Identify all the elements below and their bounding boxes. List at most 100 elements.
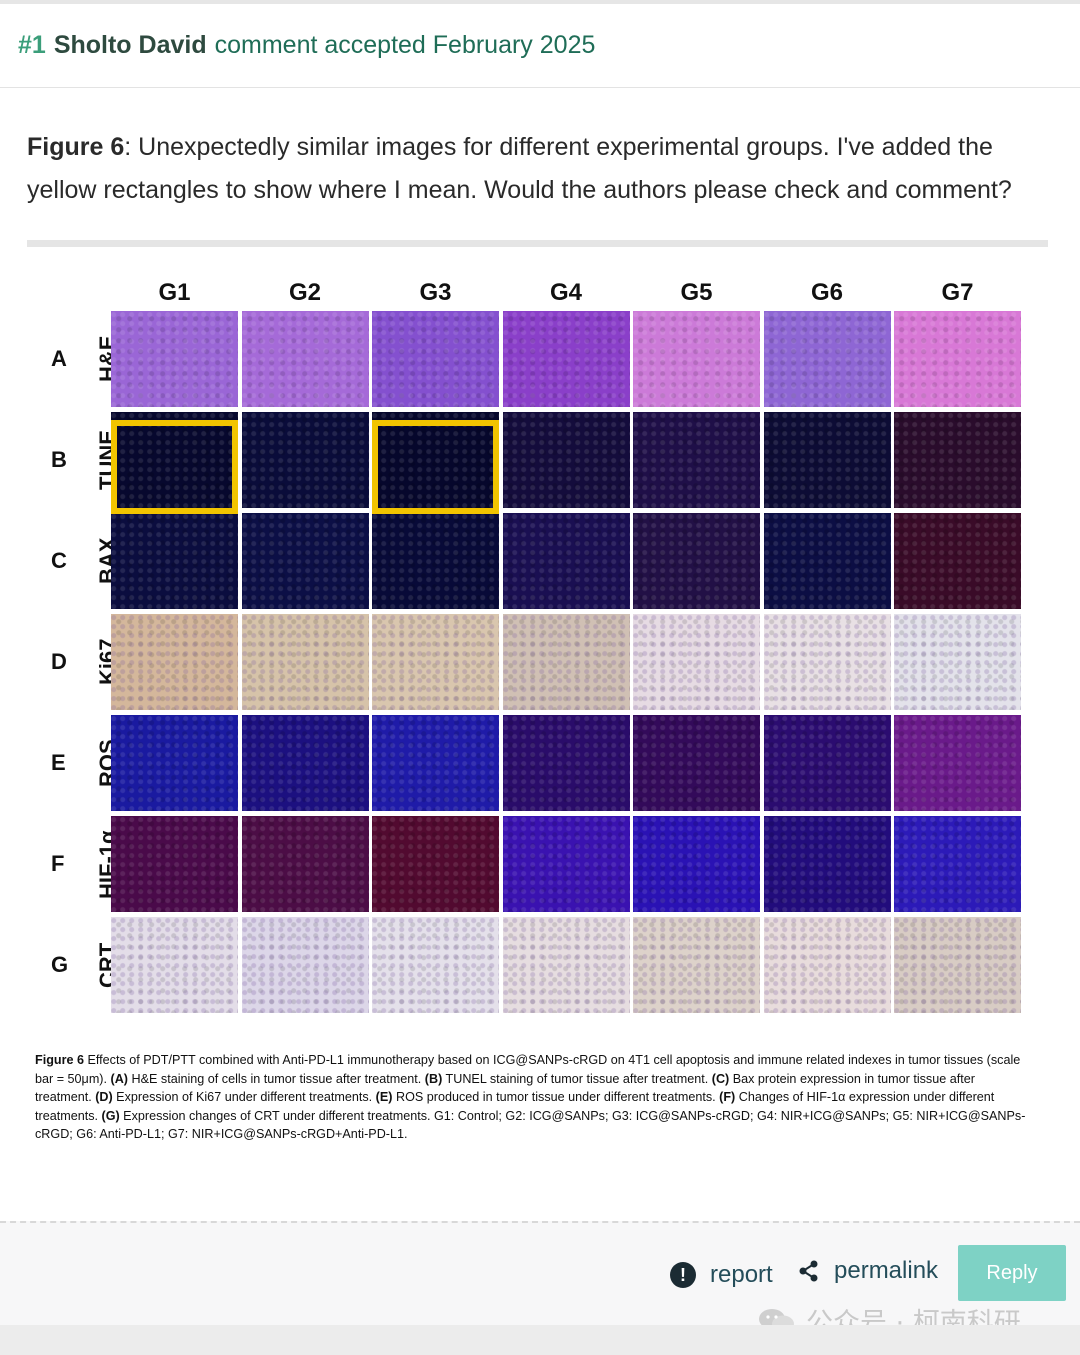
row-letter-g: G [51,952,69,977]
comment-body: Figure 6: Unexpectedly similar images fo… [0,88,1080,212]
caption-g-label: (G) [101,1108,120,1123]
micrograph-tile [502,513,630,609]
micrograph-tile [633,816,760,912]
comment-text: : Unexpectedly similar images for differ… [27,133,1012,204]
caption-c-label: (C) [711,1071,730,1086]
micrograph-tile [894,614,1021,710]
comment-author[interactable]: Sholto David [53,31,207,59]
micrograph-tile [111,614,238,710]
caption-g-text: Expression changes of CRT under differen… [35,1108,1026,1142]
micrograph-tile [111,412,238,508]
caption-b-label: (B) [424,1071,443,1086]
micrograph-tile [763,917,891,1013]
micrograph-tile [502,412,630,508]
caption-lead: Figure 6 [35,1053,84,1067]
permalink-label: permalink [834,1257,939,1284]
page-bottom-strip [0,1325,1080,1355]
micrograph-tile [894,311,1021,407]
micrograph-tile [894,917,1021,1013]
micrograph-tile [372,513,499,609]
micrograph-tile [763,715,891,811]
micrograph-tile [502,917,630,1013]
figure-caption: Figure 6 Effects of PDT/PTT combined wit… [35,1051,1035,1144]
micrograph-tile [502,816,630,912]
micrograph-tile [633,513,760,609]
yellow-highlight-box [372,420,499,514]
micrograph-tile [372,816,499,912]
report-label: report [710,1261,773,1288]
column-header-g3: G3 [419,279,452,306]
micrograph-tile [241,311,369,407]
caption-intro: Effects of PDT/PTT combined with Anti-PD… [35,1053,1021,1086]
caption-c-text: Bax protein expression in tumor tissue a… [35,1071,975,1105]
comment-status: comment accepted February 2025 [214,31,596,59]
column-header-g2: G2 [288,279,322,306]
micrograph-tile [111,816,238,912]
column-header-g5: G5 [680,279,713,306]
micrograph-tile [633,614,760,710]
micrograph-tile [894,513,1021,609]
figure-image: Figure 6 Effects of PDT/PTT combined wit… [27,259,1048,1159]
micrograph-tile [633,715,760,811]
micrograph-tile [502,614,630,710]
quote-divider [27,240,1048,247]
caption-e-text: ROS produced in tumor tissue under diffe… [392,1090,720,1104]
micrograph-tile [111,513,238,609]
caption-d-text: Expression of Ki67 under different treat… [112,1090,376,1104]
micrograph-tile [372,412,499,508]
row-letter-b: B [51,447,67,472]
micrograph-tile [372,917,499,1013]
caption-a-text: H&E staining of cells in tumor tissue af… [128,1071,425,1086]
micrograph-tile [372,614,499,710]
caption-d-label: (D) [95,1090,113,1104]
caption-b-text: TUNEL staining of tumor tissue after tre… [442,1071,712,1086]
row-letter-e: E [51,750,66,775]
row-letter-d: D [51,649,67,674]
micrograph-tile [763,412,891,508]
figure-reference: Figure 6 [27,133,125,161]
micrograph-tile [633,917,760,1013]
row-letter-f: F [51,851,65,876]
micrograph-tile [894,715,1021,811]
caption-a-label: (A) [110,1071,128,1086]
micrograph-tile [241,412,369,508]
yellow-highlight-box [111,420,238,514]
micrograph-tile [763,311,891,407]
caption-f-text: Changes of HIF-1α expression under diffe… [35,1090,995,1123]
micrograph-tile [633,311,760,407]
micrograph-tile [763,513,891,609]
micrograph-tile [763,614,891,710]
micrograph-tile [241,816,369,912]
row-letter-c: C [51,548,67,573]
micrograph-tile [111,715,238,811]
column-header-g4: G4 [549,279,583,306]
row-letter-a: A [51,346,67,371]
micrograph-tile [763,816,891,912]
micrograph-tile [502,715,630,811]
caption-f-label: (F) [719,1090,736,1104]
share-icon [799,1260,818,1282]
permalink-link[interactable]: permalink [798,1257,938,1285]
comment-header: #1 Sholto David comment accepted Februar… [0,4,1080,88]
report-link[interactable]: ! report [670,1261,773,1289]
micrograph-tile [372,311,499,407]
micrograph-tile [894,816,1021,912]
micrograph-tile [241,513,369,609]
column-header-g7: G7 [941,279,974,306]
micrograph-tile [372,715,499,811]
micrograph-tile [502,311,630,407]
caption-e-label: (E) [375,1090,393,1104]
alert-icon: ! [670,1262,696,1288]
micrograph-tile [111,311,238,407]
micrograph-tile [241,614,369,710]
comment-actions: ! report permalink Reply 公众号 · 柯南科研 [0,1221,1080,1339]
micrograph-tile [111,917,238,1013]
micrograph-tile [241,917,369,1013]
reply-button[interactable]: Reply [958,1245,1066,1301]
micrograph-tile [633,412,760,508]
column-header-g1: G1 [158,279,191,306]
micrograph-tile [894,412,1021,508]
comment-number[interactable]: #1 [18,31,46,59]
column-header-g6: G6 [810,279,844,306]
